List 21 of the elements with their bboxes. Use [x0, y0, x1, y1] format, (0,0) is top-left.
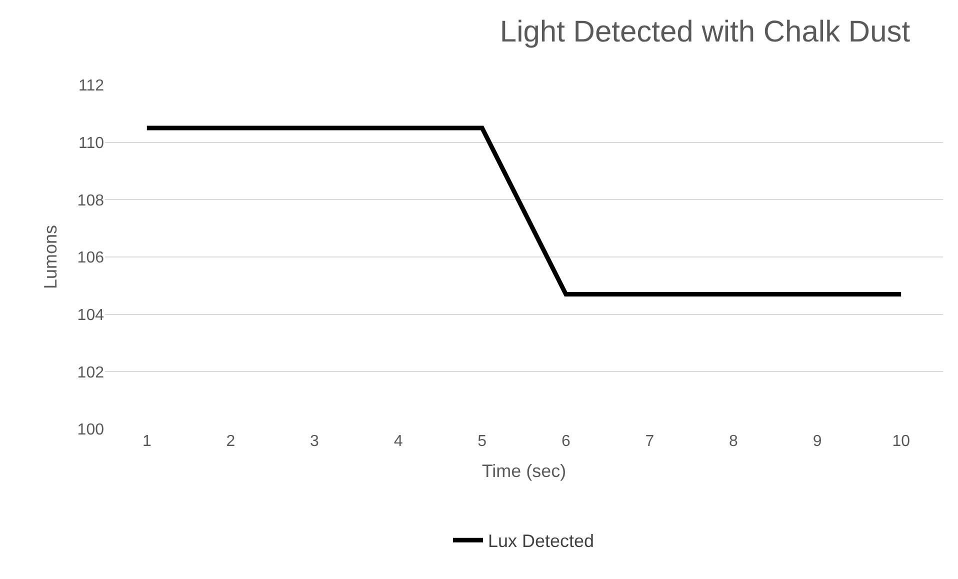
chart-title: Light Detected with Chalk Dust [500, 15, 911, 48]
x-tick-label: 2 [226, 433, 236, 450]
x-axis-title: Time (sec) [482, 461, 566, 482]
x-tick-label: 4 [394, 433, 403, 450]
x-tick-label: 3 [310, 433, 320, 450]
y-tick-label: 112 [78, 78, 104, 95]
y-axis-title: Lumons [40, 224, 60, 290]
x-tick-label: 1 [142, 433, 152, 450]
y-tick-label: 106 [77, 250, 104, 267]
x-tick-label: 10 [892, 433, 910, 450]
x-tick-label: 8 [729, 433, 738, 450]
y-tick-label: 100 [77, 422, 104, 439]
y-tick-label: 110 [78, 134, 104, 152]
y-tick-label: 104 [77, 306, 104, 324]
y-tick-label: 102 [77, 364, 104, 382]
x-tick-label: 7 [645, 433, 654, 450]
x-tick-label: 9 [812, 433, 822, 450]
y-tick-label: 108 [77, 192, 104, 210]
legend-label: Lux Detected [488, 531, 594, 552]
x-tick-label: 5 [478, 433, 487, 450]
x-tick-label: 6 [561, 433, 570, 450]
